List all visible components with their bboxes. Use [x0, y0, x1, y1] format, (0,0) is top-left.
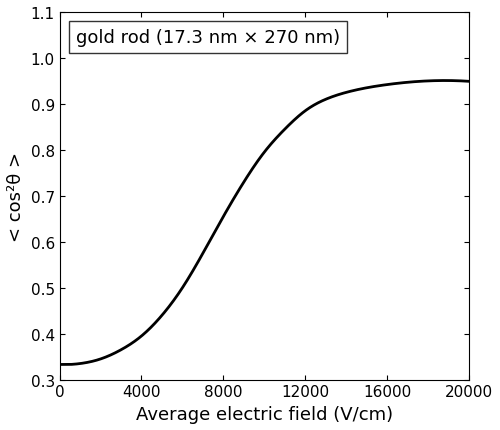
X-axis label: Average electric field (V/cm): Average electric field (V/cm) — [136, 405, 393, 423]
Y-axis label: < cos²θ >: < cos²θ > — [7, 151, 25, 241]
Legend: gold rod (17.3 nm × 270 nm): gold rod (17.3 nm × 270 nm) — [68, 22, 347, 54]
